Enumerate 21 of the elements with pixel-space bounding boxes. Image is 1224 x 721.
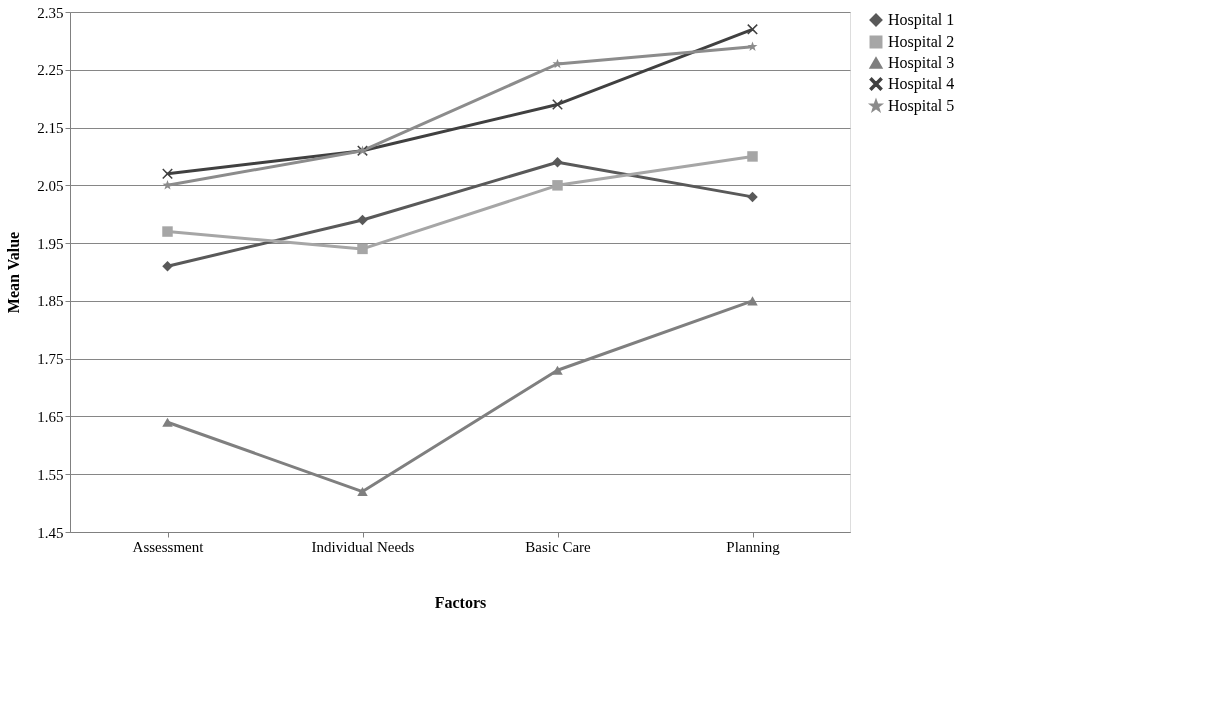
y-tick-label: 2.25 [37, 62, 64, 79]
legend-label: Hospital 4 [888, 75, 955, 93]
legend-label: Hospital 3 [888, 54, 955, 72]
x-tick-label: Planning [726, 538, 781, 555]
y-tick-label: 2.35 [37, 4, 64, 21]
x-tick-label: Basic Care [525, 538, 592, 555]
y-tick-label: 1.65 [37, 408, 64, 425]
legend-label: Hospital 2 [888, 33, 955, 51]
y-tick-label: 2.15 [37, 120, 64, 137]
y-tick-label: 1.95 [37, 235, 64, 252]
y-tick-label: 1.55 [37, 466, 64, 483]
y-axis-title: Mean Value [5, 231, 23, 314]
x-axis-title: Factors [434, 593, 487, 611]
legend-label: Hospital 5 [888, 97, 955, 115]
y-tick-label: 1.75 [37, 351, 64, 368]
y-tick-label: 1.85 [37, 293, 64, 310]
y-tick-label: 2.05 [37, 177, 64, 194]
x-tick-label: Individual Needs [311, 538, 415, 555]
x-tick-label: Assessment [132, 538, 205, 555]
y-tick-label: 1.45 [37, 524, 64, 541]
legend-label: Hospital 1 [888, 11, 955, 29]
